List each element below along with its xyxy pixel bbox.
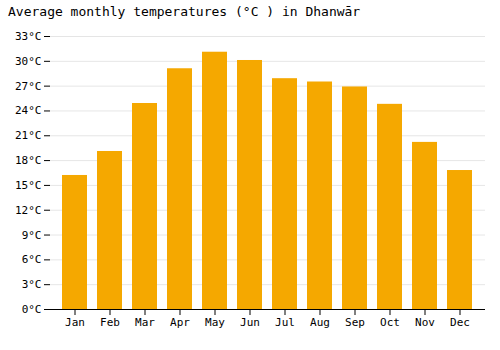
svg-text:27°C: 27°C (15, 80, 42, 93)
svg-text:Sep: Sep (345, 316, 365, 329)
svg-text:3°C: 3°C (22, 278, 42, 291)
svg-text:21°C: 21°C (15, 129, 42, 142)
svg-text:Dec: Dec (450, 316, 470, 329)
svg-text:6°C: 6°C (22, 253, 42, 266)
svg-text:18°C: 18°C (15, 154, 42, 167)
svg-text:Apr: Apr (170, 316, 190, 329)
svg-text:Aug: Aug (310, 316, 330, 329)
svg-text:Jul: Jul (275, 316, 295, 329)
svg-text:Jun: Jun (240, 316, 260, 329)
svg-text:15°C: 15°C (15, 179, 42, 192)
svg-text:Mar: Mar (135, 316, 155, 329)
svg-text:Feb: Feb (100, 316, 120, 329)
svg-text:30°C: 30°C (15, 55, 42, 68)
svg-text:Oct: Oct (380, 316, 400, 329)
svg-text:May: May (205, 316, 225, 329)
svg-text:0°C: 0°C (22, 303, 42, 316)
html-text:Average monthly temperatures (: Average monthly temperatures (°C ) in Dh… (8, 4, 361, 19)
svg-text:12°C: 12°C (15, 204, 42, 217)
svg-text:24°C: 24°C (15, 104, 42, 117)
svg-text:Nov: Nov (415, 316, 435, 329)
svg-text:33°C: 33°C (15, 30, 42, 43)
svg-text:Jan: Jan (65, 316, 85, 329)
svg-text:9°C: 9°C (22, 229, 42, 242)
